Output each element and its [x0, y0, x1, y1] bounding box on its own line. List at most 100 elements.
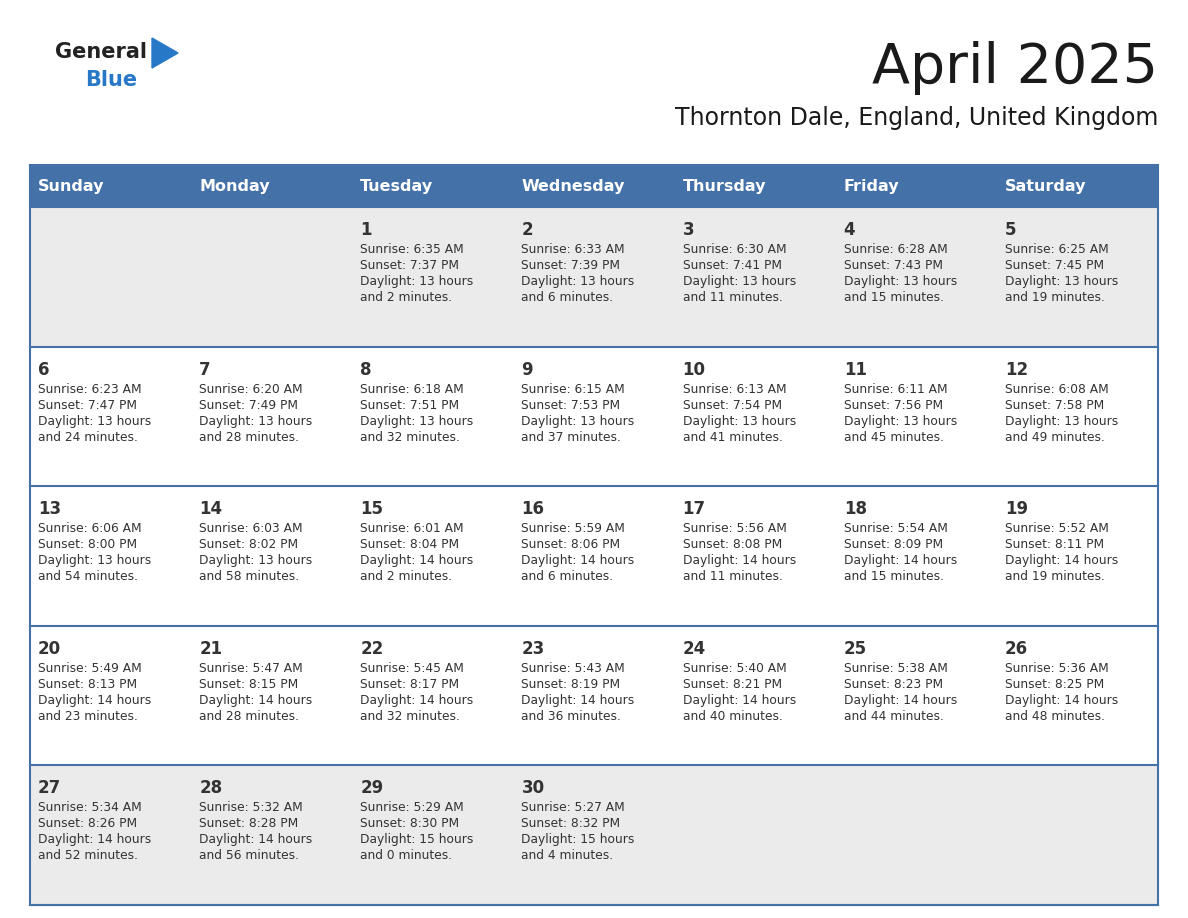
Text: Daylight: 14 hours: Daylight: 14 hours	[200, 694, 312, 707]
Text: Sunset: 8:19 PM: Sunset: 8:19 PM	[522, 677, 620, 691]
Text: and 23 minutes.: and 23 minutes.	[38, 710, 138, 722]
Text: and 45 minutes.: and 45 minutes.	[843, 431, 943, 443]
Text: Sunset: 8:13 PM: Sunset: 8:13 PM	[38, 677, 137, 691]
Text: and 19 minutes.: and 19 minutes.	[1005, 291, 1105, 304]
Text: Friday: Friday	[843, 178, 899, 194]
Text: Sunrise: 5:38 AM: Sunrise: 5:38 AM	[843, 662, 948, 675]
Bar	[30, 165, 1158, 905]
Text: and 44 minutes.: and 44 minutes.	[843, 710, 943, 722]
Text: Saturday: Saturday	[1005, 178, 1086, 194]
Text: Sunrise: 6:11 AM: Sunrise: 6:11 AM	[843, 383, 947, 396]
Text: Sunrise: 6:35 AM: Sunrise: 6:35 AM	[360, 243, 465, 256]
Text: 16: 16	[522, 500, 544, 518]
Text: Sunset: 7:49 PM: Sunset: 7:49 PM	[200, 398, 298, 411]
Text: 3: 3	[683, 221, 694, 239]
Text: 18: 18	[843, 500, 867, 518]
Text: Daylight: 13 hours: Daylight: 13 hours	[360, 415, 474, 428]
Text: Blue: Blue	[86, 70, 137, 90]
Text: Daylight: 14 hours: Daylight: 14 hours	[38, 834, 151, 846]
Text: Sunrise: 6:25 AM: Sunrise: 6:25 AM	[1005, 243, 1108, 256]
Text: Sunrise: 6:13 AM: Sunrise: 6:13 AM	[683, 383, 786, 396]
Text: 10: 10	[683, 361, 706, 378]
Text: Sunset: 8:26 PM: Sunset: 8:26 PM	[38, 817, 137, 831]
Text: Sunrise: 5:59 AM: Sunrise: 5:59 AM	[522, 522, 625, 535]
Text: and 40 minutes.: and 40 minutes.	[683, 710, 783, 722]
Text: Daylight: 14 hours: Daylight: 14 hours	[200, 834, 312, 846]
Text: Daylight: 15 hours: Daylight: 15 hours	[360, 834, 474, 846]
Text: Sunrise: 5:29 AM: Sunrise: 5:29 AM	[360, 801, 465, 814]
Text: and 32 minutes.: and 32 minutes.	[360, 431, 460, 443]
Bar	[30, 165, 1158, 207]
Text: Sunset: 7:43 PM: Sunset: 7:43 PM	[843, 259, 943, 272]
Text: 1: 1	[360, 221, 372, 239]
Text: Daylight: 14 hours: Daylight: 14 hours	[683, 694, 796, 707]
Text: 23: 23	[522, 640, 544, 658]
Text: Daylight: 13 hours: Daylight: 13 hours	[843, 275, 958, 288]
Text: Sunday: Sunday	[38, 178, 105, 194]
Text: Sunrise: 5:52 AM: Sunrise: 5:52 AM	[1005, 522, 1108, 535]
Text: Daylight: 13 hours: Daylight: 13 hours	[1005, 275, 1118, 288]
Text: Daylight: 14 hours: Daylight: 14 hours	[1005, 694, 1118, 707]
Text: 4: 4	[843, 221, 855, 239]
Text: 13: 13	[38, 500, 61, 518]
Text: Sunrise: 6:30 AM: Sunrise: 6:30 AM	[683, 243, 786, 256]
Text: Sunrise: 5:36 AM: Sunrise: 5:36 AM	[1005, 662, 1108, 675]
Text: 12: 12	[1005, 361, 1028, 378]
Text: and 54 minutes.: and 54 minutes.	[38, 570, 138, 583]
Text: and 15 minutes.: and 15 minutes.	[843, 570, 943, 583]
Text: Sunset: 7:45 PM: Sunset: 7:45 PM	[1005, 259, 1104, 272]
Text: 30: 30	[522, 779, 544, 798]
Text: Sunrise: 6:18 AM: Sunrise: 6:18 AM	[360, 383, 465, 396]
Text: and 48 minutes.: and 48 minutes.	[1005, 710, 1105, 722]
Text: Sunset: 8:30 PM: Sunset: 8:30 PM	[360, 817, 460, 831]
Text: Daylight: 14 hours: Daylight: 14 hours	[522, 694, 634, 707]
Text: and 24 minutes.: and 24 minutes.	[38, 431, 138, 443]
Text: 27: 27	[38, 779, 62, 798]
Text: Daylight: 13 hours: Daylight: 13 hours	[1005, 415, 1118, 428]
Text: 26: 26	[1005, 640, 1028, 658]
Text: Sunset: 8:02 PM: Sunset: 8:02 PM	[200, 538, 298, 551]
Text: Sunrise: 6:03 AM: Sunrise: 6:03 AM	[200, 522, 303, 535]
Text: and 56 minutes.: and 56 minutes.	[200, 849, 299, 862]
Text: Sunset: 7:54 PM: Sunset: 7:54 PM	[683, 398, 782, 411]
Text: Sunset: 8:21 PM: Sunset: 8:21 PM	[683, 677, 782, 691]
Text: Daylight: 13 hours: Daylight: 13 hours	[38, 554, 151, 567]
Bar	[30, 487, 1158, 626]
Text: 5: 5	[1005, 221, 1017, 239]
Text: Sunrise: 6:33 AM: Sunrise: 6:33 AM	[522, 243, 625, 256]
Text: Sunrise: 6:06 AM: Sunrise: 6:06 AM	[38, 522, 141, 535]
Text: Sunrise: 6:08 AM: Sunrise: 6:08 AM	[1005, 383, 1108, 396]
Text: 25: 25	[843, 640, 867, 658]
Bar	[30, 626, 1158, 766]
Text: Sunset: 8:23 PM: Sunset: 8:23 PM	[843, 677, 943, 691]
Text: 11: 11	[843, 361, 867, 378]
Text: Sunset: 8:15 PM: Sunset: 8:15 PM	[200, 677, 298, 691]
Text: Sunset: 8:11 PM: Sunset: 8:11 PM	[1005, 538, 1104, 551]
Text: Sunset: 8:04 PM: Sunset: 8:04 PM	[360, 538, 460, 551]
Text: Sunrise: 6:20 AM: Sunrise: 6:20 AM	[200, 383, 303, 396]
Text: and 36 minutes.: and 36 minutes.	[522, 710, 621, 722]
Text: and 32 minutes.: and 32 minutes.	[360, 710, 460, 722]
Text: Daylight: 13 hours: Daylight: 13 hours	[38, 415, 151, 428]
Text: Sunset: 7:56 PM: Sunset: 7:56 PM	[843, 398, 943, 411]
Text: Daylight: 14 hours: Daylight: 14 hours	[522, 554, 634, 567]
Text: Sunrise: 6:23 AM: Sunrise: 6:23 AM	[38, 383, 141, 396]
Text: Sunset: 8:08 PM: Sunset: 8:08 PM	[683, 538, 782, 551]
Text: 19: 19	[1005, 500, 1028, 518]
Text: Daylight: 13 hours: Daylight: 13 hours	[360, 275, 474, 288]
Text: Monday: Monday	[200, 178, 270, 194]
Text: Sunset: 7:58 PM: Sunset: 7:58 PM	[1005, 398, 1104, 411]
Text: General: General	[55, 42, 147, 62]
Bar	[30, 207, 1158, 347]
Text: 22: 22	[360, 640, 384, 658]
Text: Daylight: 14 hours: Daylight: 14 hours	[360, 554, 474, 567]
Text: and 11 minutes.: and 11 minutes.	[683, 291, 783, 304]
Text: Sunset: 7:51 PM: Sunset: 7:51 PM	[360, 398, 460, 411]
Text: Daylight: 14 hours: Daylight: 14 hours	[360, 694, 474, 707]
Text: and 41 minutes.: and 41 minutes.	[683, 431, 783, 443]
Text: 8: 8	[360, 361, 372, 378]
Text: 21: 21	[200, 640, 222, 658]
Text: Daylight: 14 hours: Daylight: 14 hours	[683, 554, 796, 567]
Text: Daylight: 13 hours: Daylight: 13 hours	[522, 275, 634, 288]
Text: Sunrise: 5:49 AM: Sunrise: 5:49 AM	[38, 662, 141, 675]
